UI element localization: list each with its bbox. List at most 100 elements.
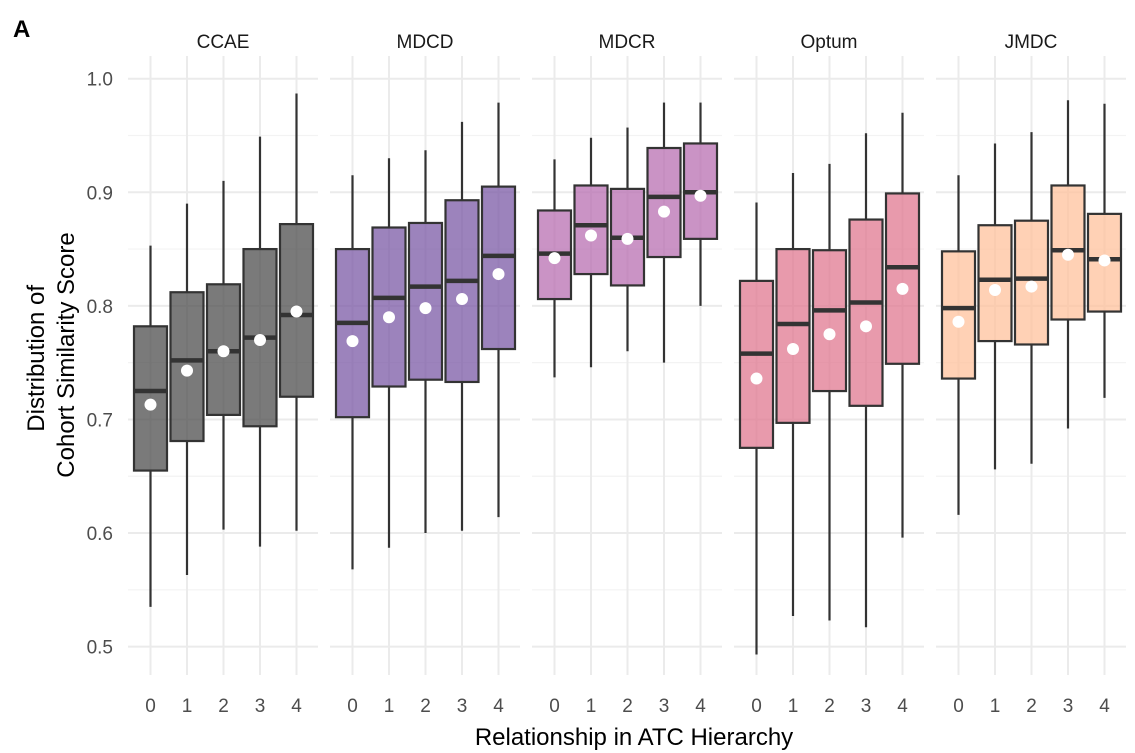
mean-point — [658, 205, 670, 218]
mean-point — [456, 293, 468, 306]
iqr-box — [480, 185, 517, 351]
x-tick-label: 0 — [549, 696, 560, 717]
y-axis-title-line-1: Distribution of — [23, 285, 50, 432]
mean-point — [585, 229, 597, 242]
x-tick-label: 1 — [384, 696, 395, 717]
mean-point — [492, 268, 505, 281]
box-mdcd-1 — [371, 158, 407, 548]
iqr-box — [407, 221, 444, 381]
x-axis-title: Relationship in ATC Hierarchy — [475, 724, 793, 751]
iqr-box — [444, 199, 480, 384]
mean-point — [787, 343, 799, 356]
mean-point — [254, 333, 266, 346]
x-tick-label: 0 — [145, 696, 156, 717]
box-ccae-1 — [169, 203, 205, 576]
box-ccae-2 — [205, 180, 242, 530]
x-tick-label: 4 — [291, 696, 302, 717]
x-tick-label: 0 — [751, 696, 762, 717]
x-tick-label: 2 — [218, 696, 229, 717]
box-jmdc-4 — [1086, 103, 1123, 398]
box-ccae-0 — [132, 245, 169, 607]
iqr-box — [334, 247, 371, 419]
x-tick-label: 3 — [659, 696, 670, 717]
iqr-box — [132, 325, 169, 472]
y-tick-label: 0.5 — [87, 638, 113, 659]
panel-tag: A — [13, 16, 30, 43]
facet-optum: Optum 0 1 2 3 4 — [738, 32, 921, 717]
mean-point — [290, 305, 303, 318]
x-tick-label: 3 — [1063, 696, 1074, 717]
mean-point — [694, 189, 707, 202]
box-jmdc-3 — [1050, 100, 1086, 429]
mean-point — [621, 232, 634, 245]
box-ccae-4 — [278, 93, 315, 531]
x-tick-label: 2 — [824, 696, 835, 717]
mean-point — [144, 398, 157, 411]
box-optum-3 — [848, 133, 884, 628]
facet-jmdc: JMDC 0 1 2 3 4 — [940, 32, 1123, 717]
x-tick-label: 2 — [622, 696, 633, 717]
y-tick-label: 1.0 — [87, 70, 113, 91]
mean-point — [383, 311, 395, 324]
mean-point — [1098, 254, 1111, 267]
iqr-box — [646, 146, 682, 259]
box-optum-4 — [884, 112, 921, 538]
mean-point — [823, 328, 836, 341]
box-ccae-3 — [242, 136, 278, 547]
iqr-box — [940, 250, 977, 380]
mean-point — [346, 335, 359, 348]
iqr-box — [977, 224, 1013, 343]
box-mdcd-0 — [334, 175, 371, 570]
x-tick-label: 1 — [586, 696, 597, 717]
facet-label: MDCR — [599, 32, 656, 53]
x-tick-label: 4 — [493, 696, 504, 717]
x-tick-label: 3 — [457, 696, 468, 717]
mean-point — [217, 345, 230, 358]
facet-label: MDCD — [397, 32, 454, 53]
x-tick-label: 0 — [953, 696, 964, 717]
box-mdcd-2 — [407, 150, 444, 534]
facet-label: JMDC — [1005, 32, 1058, 53]
box-mdcr-1 — [573, 137, 609, 368]
x-tick-label: 1 — [990, 696, 1001, 717]
box-mdcd-4 — [480, 102, 517, 518]
x-tick-label: 4 — [695, 696, 706, 717]
box-mdcr-4 — [682, 102, 719, 306]
y-tick-label: 0.8 — [87, 297, 113, 318]
iqr-box — [811, 249, 848, 393]
y-axis-title: Distribution of Cohort Similarity Score — [23, 232, 80, 477]
box-jmdc-1 — [977, 143, 1013, 470]
y-axis-title-line-2: Cohort Similarity Score — [53, 232, 80, 477]
mean-point — [1025, 280, 1038, 293]
iqr-box — [775, 247, 811, 424]
mean-point — [548, 252, 561, 265]
iqr-box — [371, 226, 407, 388]
box-jmdc-0 — [940, 175, 977, 515]
facet-ccae: CCAE 0 1 2 3 4 — [132, 32, 315, 717]
box-optum-2 — [811, 163, 848, 621]
x-tick-label: 0 — [347, 696, 358, 717]
iqr-box — [738, 279, 775, 449]
mean-point — [952, 315, 965, 328]
mean-point — [860, 320, 872, 333]
facet-mdcd: MDCD 0 1 2 3 4 — [334, 32, 517, 717]
x-tick-label: 1 — [788, 696, 799, 717]
mean-point — [750, 372, 763, 385]
box-optum-1 — [775, 172, 811, 616]
x-tick-label: 2 — [1026, 696, 1037, 717]
box-mdcr-0 — [536, 159, 573, 378]
mean-point — [1062, 248, 1074, 261]
box-mdcr-3 — [646, 102, 682, 363]
box-mdcd-3 — [444, 121, 480, 531]
facet-mdcr: MDCR 0 1 2 3 4 — [536, 32, 719, 717]
y-tick-label: 0.6 — [87, 524, 113, 545]
x-tick-label: 2 — [420, 696, 431, 717]
facet-label: Optum — [800, 32, 857, 53]
mean-point — [896, 282, 909, 295]
y-tick-label: 0.9 — [87, 183, 113, 204]
iqr-box — [848, 218, 884, 407]
x-tick-label: 1 — [182, 696, 193, 717]
x-tick-label: 4 — [1099, 696, 1110, 717]
